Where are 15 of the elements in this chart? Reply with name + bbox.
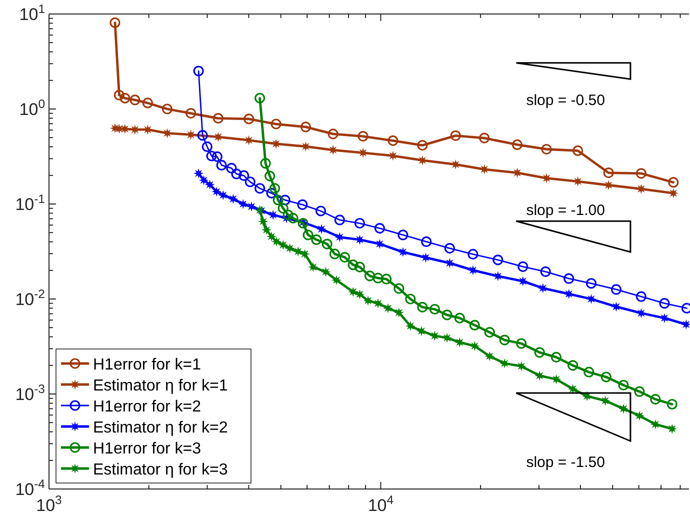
legend-label: H1error for k=2 — [93, 398, 202, 416]
legend-label: Estimator η for k=2 — [93, 420, 228, 436]
annotation: slop = -0.50 — [526, 92, 606, 110]
legend-label: Estimator η for k=3 — [93, 462, 228, 478]
annotation: slop = -1.50 — [526, 454, 606, 472]
legend-label: H1error for k=1 — [93, 356, 202, 374]
annotation: slop = -1.00 — [526, 202, 606, 220]
y-tick-label: 10$^{1}$ — [19, 2, 46, 24]
y-tick-label: 10$^{0}$ — [19, 97, 46, 119]
legend-label: Estimator η for k=1 — [93, 378, 228, 394]
y-tick-label: 10$^{-2}$ — [15, 287, 46, 309]
y-tick-label: 10$^{-1}$ — [15, 192, 46, 214]
x-tick-label: 10$^{4}$ — [368, 493, 394, 515]
y-tick-label: 10$^{-3}$ — [15, 382, 46, 404]
legend-label: H1error for k=3 — [93, 440, 202, 458]
